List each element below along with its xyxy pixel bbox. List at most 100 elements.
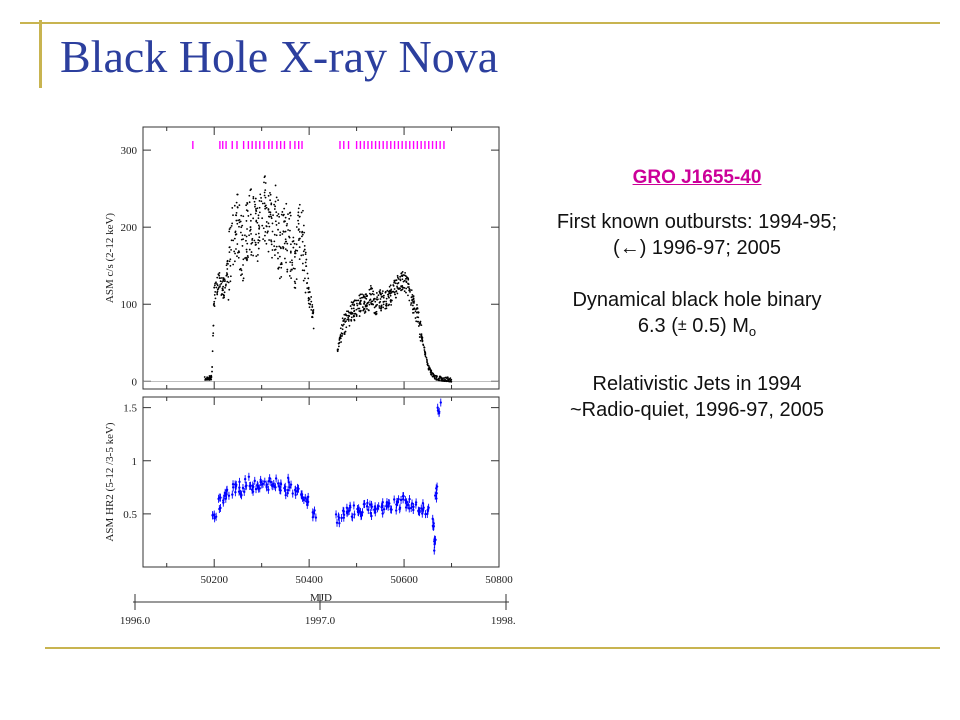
count-rate-point bbox=[230, 249, 232, 251]
count-rate-point bbox=[411, 299, 413, 302]
count-rate-point bbox=[403, 290, 406, 293]
count-rate-point bbox=[258, 226, 261, 228]
count-rate-point bbox=[298, 203, 301, 206]
count-rate-point bbox=[269, 213, 272, 216]
count-rate-point bbox=[289, 211, 292, 214]
count-rate-point bbox=[408, 287, 411, 290]
count-rate-point bbox=[393, 288, 396, 290]
count-rate-point bbox=[408, 299, 411, 302]
count-rate-point bbox=[291, 264, 294, 266]
count-rate-point bbox=[281, 211, 284, 213]
hardness-point bbox=[219, 496, 222, 499]
count-rate-point bbox=[266, 231, 269, 234]
count-rate-point bbox=[291, 240, 294, 243]
count-rate-point bbox=[439, 376, 442, 379]
count-rate-point bbox=[289, 261, 292, 264]
count-rate-point bbox=[236, 222, 239, 225]
count-rate-point bbox=[277, 228, 279, 231]
count-rate-point bbox=[382, 306, 385, 309]
count-rate-point bbox=[367, 309, 370, 312]
count-rate-point bbox=[286, 268, 289, 271]
count-rate-point bbox=[281, 233, 284, 235]
hardness-point bbox=[342, 510, 346, 513]
count-rate-point bbox=[389, 290, 392, 293]
count-rate-point bbox=[236, 255, 238, 258]
outbursts-years: 1996-97; 2005 bbox=[646, 237, 781, 259]
hardness-point bbox=[304, 496, 307, 500]
count-rate-point bbox=[252, 197, 255, 200]
hardness-point bbox=[274, 486, 277, 489]
count-rate-point bbox=[423, 346, 426, 349]
count-rate-point bbox=[341, 324, 344, 327]
count-rate-point bbox=[301, 262, 304, 265]
source-name-link[interactable]: GRO J1655-40 bbox=[632, 167, 762, 188]
year-tick-label: 1998.0 bbox=[491, 615, 515, 627]
count-rate-point bbox=[405, 280, 408, 283]
count-rate-point bbox=[289, 229, 291, 232]
count-rate-point bbox=[264, 189, 267, 192]
count-rate-point bbox=[364, 311, 367, 313]
count-rate-point bbox=[264, 239, 266, 242]
count-rate-point bbox=[244, 234, 246, 237]
count-rate-point bbox=[297, 229, 300, 231]
count-rate-point bbox=[441, 378, 444, 381]
count-rate-point bbox=[304, 277, 306, 280]
y-tick-label: 200 bbox=[121, 222, 138, 234]
hardness-point bbox=[381, 501, 384, 504]
count-rate-point bbox=[385, 300, 387, 303]
count-rate-point bbox=[239, 231, 242, 234]
hardness-point bbox=[431, 524, 435, 528]
count-rate-point bbox=[312, 327, 315, 330]
hardness-point bbox=[214, 515, 218, 518]
count-rate-point bbox=[372, 298, 375, 301]
count-rate-point bbox=[423, 349, 426, 351]
count-rate-point bbox=[228, 230, 231, 233]
count-rate-point bbox=[347, 314, 350, 317]
hardness-point bbox=[398, 506, 402, 510]
hardness-point bbox=[404, 506, 408, 509]
count-rate-point bbox=[232, 263, 235, 266]
count-rate-point bbox=[415, 308, 417, 311]
count-rate-point bbox=[301, 231, 303, 234]
count-rate-point bbox=[353, 310, 355, 313]
count-rate-point bbox=[249, 226, 252, 229]
hardness-point bbox=[370, 505, 374, 509]
count-rate-point bbox=[342, 323, 345, 326]
count-rate-point bbox=[220, 282, 223, 285]
count-rate-point bbox=[411, 293, 414, 296]
count-rate-point bbox=[234, 252, 236, 255]
count-rate-point bbox=[235, 219, 238, 222]
count-rate-point bbox=[297, 222, 300, 225]
count-rate-point bbox=[424, 355, 427, 358]
outbursts-paragraph: First known outbursts: 1994-95; (←) 1996… bbox=[512, 209, 882, 261]
count-rate-point bbox=[263, 202, 266, 205]
count-rate-point bbox=[307, 277, 310, 280]
count-rate-point bbox=[284, 238, 287, 241]
hardness-point bbox=[306, 495, 310, 499]
count-rate-point bbox=[311, 316, 313, 319]
count-rate-point bbox=[267, 222, 270, 225]
hardness-point bbox=[222, 501, 225, 504]
count-rate-point bbox=[233, 250, 236, 253]
count-rate-point bbox=[263, 194, 266, 197]
count-rate-point bbox=[268, 225, 271, 228]
count-rate-point bbox=[305, 265, 308, 268]
count-rate-point bbox=[261, 202, 264, 205]
hardness-point bbox=[251, 490, 255, 494]
count-rate-point bbox=[238, 251, 241, 254]
count-rate-point bbox=[420, 334, 423, 337]
count-rate-point bbox=[298, 215, 301, 218]
hardness-point bbox=[386, 505, 390, 508]
count-rate-point bbox=[242, 279, 244, 282]
count-rate-point bbox=[300, 254, 303, 257]
count-rate-point bbox=[230, 239, 233, 242]
mass-prefix: 6.3 ( bbox=[637, 315, 678, 337]
count-rate-point bbox=[229, 264, 232, 267]
count-rate-point bbox=[358, 303, 361, 305]
count-rate-point bbox=[430, 373, 433, 376]
count-rate-point bbox=[302, 224, 305, 227]
count-rate-point bbox=[371, 300, 374, 303]
count-rate-point bbox=[228, 246, 231, 249]
count-rate-point bbox=[371, 292, 374, 295]
count-rate-point bbox=[221, 293, 223, 295]
